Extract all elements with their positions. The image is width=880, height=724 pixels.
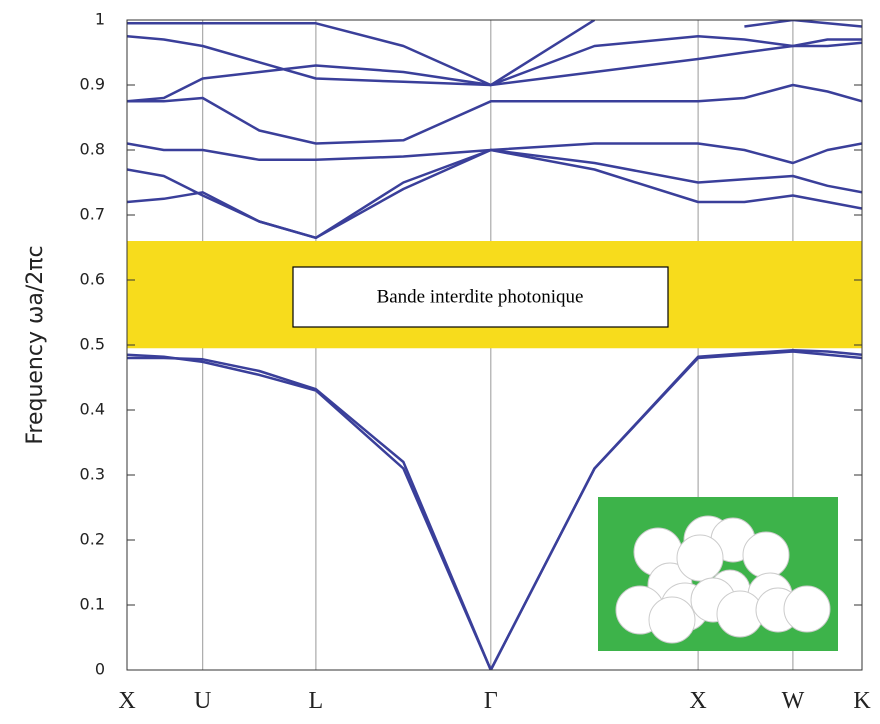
inset-image bbox=[598, 497, 838, 651]
y-tick-label: 0.5 bbox=[80, 335, 105, 354]
y-tick-label: 1 bbox=[95, 10, 105, 29]
band-line bbox=[127, 350, 862, 670]
band-gap-label-box bbox=[292, 266, 669, 328]
y-tick-label: 0.2 bbox=[80, 530, 105, 549]
band-line bbox=[127, 35, 862, 87]
x-tick-label: X bbox=[689, 688, 706, 714]
x-tick-label: U bbox=[194, 688, 211, 714]
plot-frame bbox=[126, 19, 863, 671]
band-gap: Bande interdite photonique bbox=[127, 241, 862, 349]
band-gap-label: Bande interdite photonique bbox=[377, 286, 584, 307]
y-tick-label: 0.3 bbox=[80, 465, 105, 484]
y-tick-label: 0.8 bbox=[80, 140, 105, 159]
y-tick-label: 0.6 bbox=[80, 270, 105, 289]
x-tick-label: W bbox=[782, 688, 805, 714]
axes: X U L Γ X W K 0 0.1 0.2 0.3 0.4 0.5 0.6 0.7 0.8 0.9 1 bbox=[80, 10, 872, 715]
y-tick-label: 0.9 bbox=[80, 75, 105, 94]
band-line bbox=[127, 348, 862, 670]
y-tick-label: 0.1 bbox=[80, 595, 105, 614]
band-line bbox=[127, 148, 862, 240]
x-tick-label: L bbox=[309, 688, 324, 714]
bands bbox=[127, 20, 862, 670]
band-line bbox=[127, 20, 862, 87]
band-line bbox=[127, 41, 862, 103]
x-tick-label: Γ bbox=[484, 688, 498, 714]
y-tick-label: 0.4 bbox=[80, 400, 105, 419]
y-tick-label: 0 bbox=[95, 660, 105, 679]
x-tick-label: X bbox=[118, 688, 135, 714]
y-axis-label: Frequency ωa/2πc bbox=[23, 245, 48, 444]
y-tick-label: 0.7 bbox=[80, 205, 105, 224]
band-line bbox=[127, 83, 862, 145]
x-tick-label: K bbox=[853, 688, 871, 714]
band-line bbox=[127, 148, 862, 240]
band-line bbox=[127, 142, 862, 165]
